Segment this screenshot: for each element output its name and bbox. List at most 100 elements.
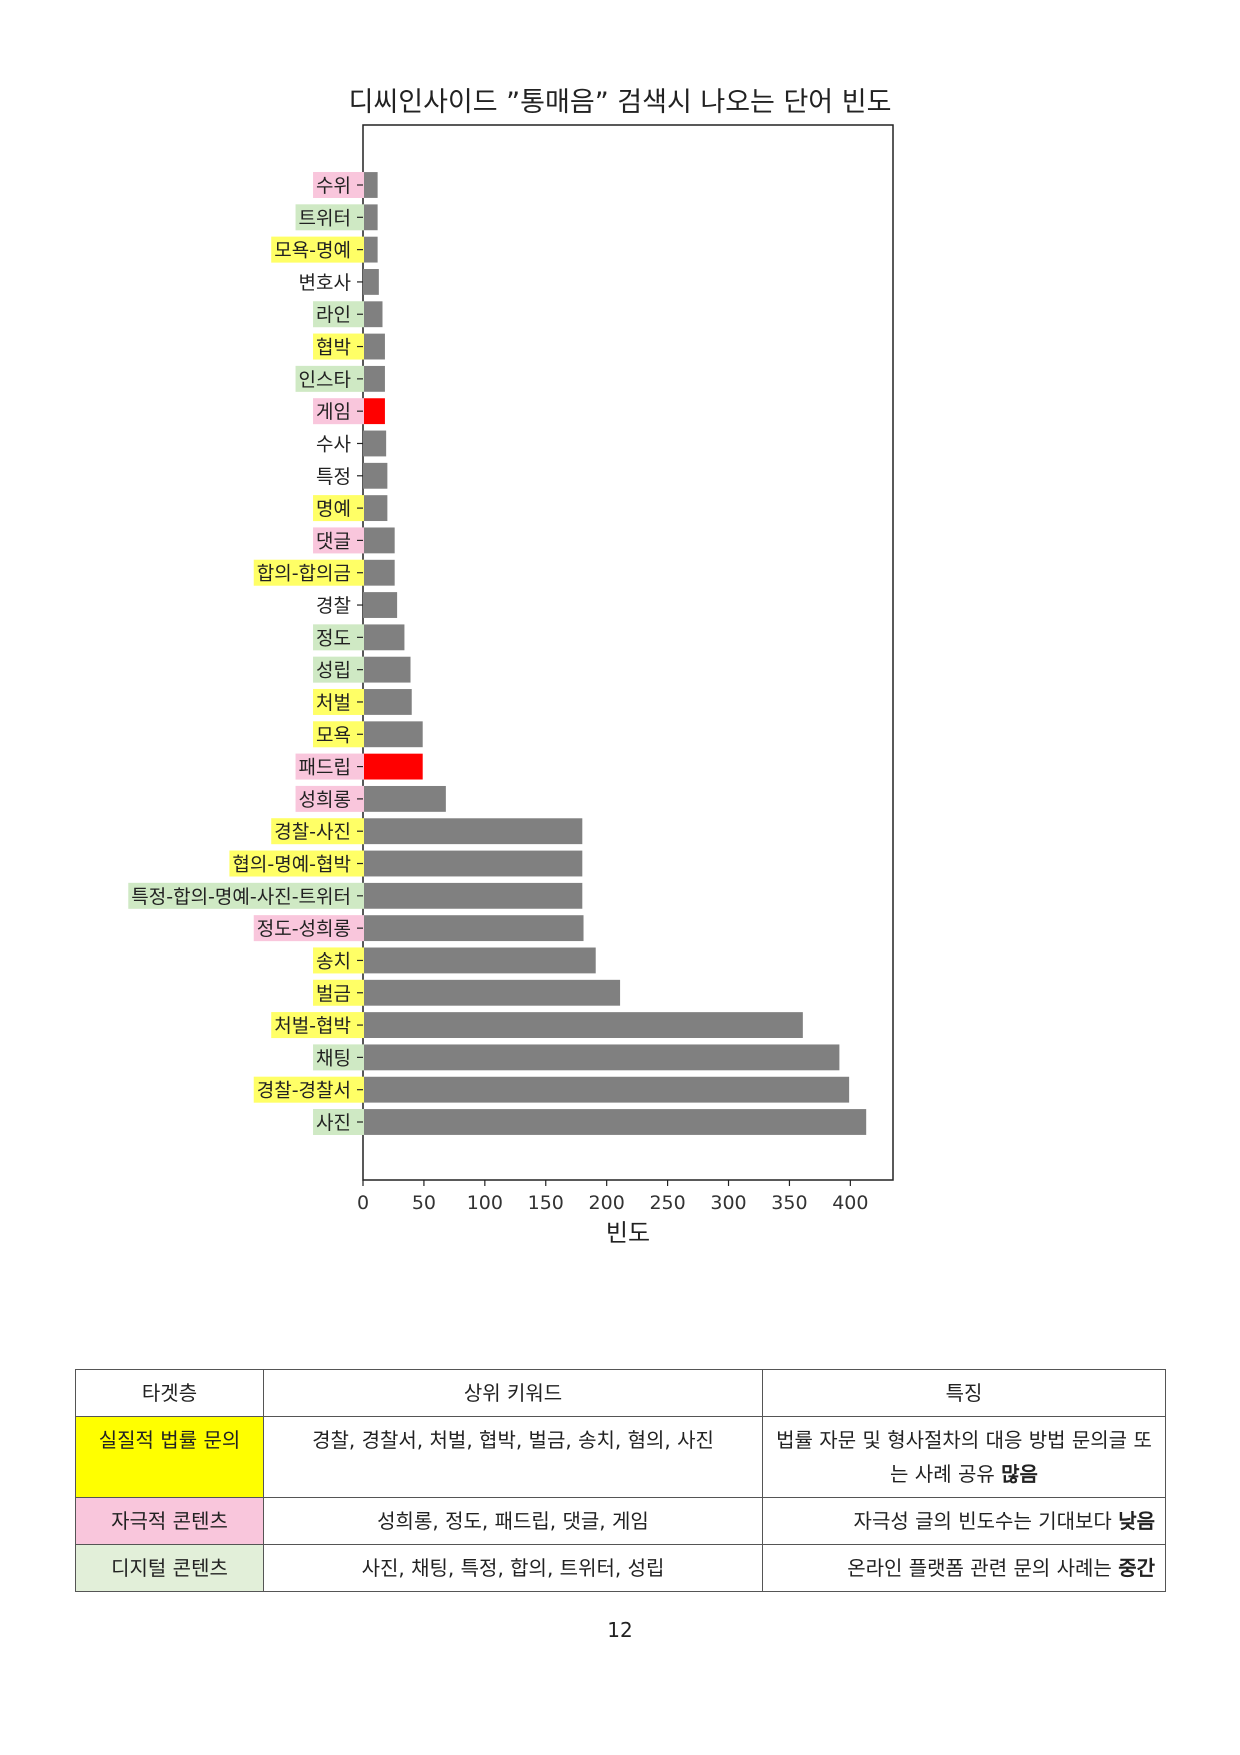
bar — [363, 721, 423, 748]
features-emphasis: 중간 — [1118, 1556, 1155, 1580]
label-highlight — [271, 236, 364, 263]
category-label: 성희롱 — [299, 789, 351, 811]
table-row: 실질적 법률 문의 경찰, 경찰서, 처벌, 협박, 벌금, 송치, 혐의, 사… — [75, 1416, 1166, 1498]
category-label: 정도-성희롱 — [257, 918, 351, 940]
category-label: 사진 — [316, 1112, 351, 1134]
bar — [363, 1109, 867, 1135]
target-cell: 자극적 콘텐츠 — [75, 1497, 264, 1545]
bar — [363, 624, 405, 651]
category-label: 송치 — [316, 950, 351, 972]
label-highlight — [313, 656, 364, 683]
bar — [363, 753, 423, 780]
x-axis-title: 빈도 — [606, 1219, 650, 1247]
category-label: 합의-합의금 — [257, 563, 351, 585]
bar — [363, 785, 446, 812]
label-highlight — [313, 527, 364, 554]
chart-svg: 디씨인사이드 ”통매음” 검색시 나오는 단어 빈도 수위트위터모욕-명예변호사… — [128, 87, 894, 1247]
features-cell: 온라인 플랫폼 관련 문의 사례는 중간 — [762, 1544, 1166, 1592]
category-labels: 수위트위터모욕-명예변호사라인협박인스타게임수사특정명예댓글합의-합의금경찰정도… — [128, 172, 364, 1135]
header-keywords: 상위 키워드 — [263, 1369, 763, 1417]
x-tick-label: 100 — [467, 1192, 503, 1214]
bar — [363, 204, 378, 231]
category-label: 협박 — [316, 337, 351, 359]
category-label: 댓글 — [316, 530, 351, 552]
bar — [363, 656, 411, 683]
x-tick-label: 0 — [357, 1192, 369, 1214]
x-tick-label: 200 — [589, 1192, 625, 1214]
keywords-cell: 경찰, 경찰서, 처벌, 협박, 벌금, 송치, 혐의, 사진 — [263, 1416, 763, 1498]
category-label: 벌금 — [316, 983, 351, 1005]
category-label: 인스타 — [299, 369, 351, 391]
category-label: 모욕 — [316, 724, 351, 746]
plot-frame — [362, 124, 894, 1181]
label-highlight — [313, 688, 364, 715]
table-row: 디지털 콘텐츠 사진, 채팅, 특정, 합의, 트위터, 성립 온라인 플랫폼 … — [75, 1544, 1166, 1592]
bar — [363, 365, 385, 392]
keywords-cell: 사진, 채팅, 특정, 합의, 트위터, 성립 — [263, 1544, 763, 1592]
x-tick-label: 400 — [832, 1192, 868, 1214]
bar — [363, 1044, 840, 1071]
bar — [363, 818, 583, 845]
bar — [363, 462, 388, 489]
bar — [363, 301, 383, 328]
x-tick-label: 300 — [710, 1192, 746, 1214]
bar — [363, 527, 395, 554]
keywords-cell: 성희롱, 정도, 패드립, 댓글, 게임 — [263, 1497, 763, 1545]
summary-table: 타겟층 상위 키워드 특징 실질적 법률 문의 경찰, 경찰서, 처벌, 협박,… — [75, 1369, 1166, 1592]
category-label: 특정 — [316, 466, 351, 488]
features-text: 온라인 플랫폼 관련 문의 사례는 — [847, 1556, 1112, 1580]
category-label: 트위터 — [299, 207, 351, 229]
category-label: 수사 — [316, 433, 351, 455]
label-highlight — [313, 1109, 364, 1135]
header-target: 타겟층 — [75, 1369, 264, 1417]
bar — [363, 592, 398, 618]
bar — [363, 172, 378, 198]
category-label: 수위 — [316, 175, 351, 197]
target-cell: 실질적 법률 문의 — [75, 1416, 264, 1498]
features-text: 자극성 글의 빈도수는 기대보다 — [853, 1509, 1112, 1533]
x-tick-label: 50 — [412, 1192, 436, 1214]
label-highlight — [313, 398, 364, 425]
features-cell: 법률 자문 및 형사절차의 대응 방법 문의글 또는 사례 공유 많음 — [762, 1416, 1166, 1498]
bar — [363, 1076, 850, 1103]
bar — [363, 236, 378, 263]
label-highlight — [313, 947, 364, 974]
category-label: 명예 — [316, 498, 351, 520]
table-row: 자극적 콘텐츠 성희롱, 정도, 패드립, 댓글, 게임 자극성 글의 빈도수는… — [75, 1497, 1166, 1545]
x-tick-label: 150 — [528, 1192, 564, 1214]
label-highlight — [313, 301, 364, 328]
bars-group — [363, 172, 867, 1135]
category-label: 경찰 — [316, 595, 351, 617]
label-highlight — [295, 204, 364, 231]
label-highlight — [229, 850, 364, 877]
bar — [363, 689, 412, 715]
category-label: 모욕-명예 — [274, 240, 351, 262]
label-highlight — [313, 979, 364, 1006]
bar-chart: 디씨인사이드 ”통매음” 검색시 나오는 단어 빈도 수위 트위터 모욕-명예 변호사… — [128, 87, 894, 1247]
bar — [363, 430, 387, 457]
category-label: 패드립 — [299, 757, 351, 779]
bar — [363, 850, 583, 877]
label-highlight — [313, 172, 364, 198]
label-highlight — [313, 624, 364, 651]
label-highlight — [295, 785, 364, 812]
category-label: 채팅 — [316, 1047, 351, 1069]
category-label: 경찰-사진 — [274, 821, 351, 843]
category-label: 게임 — [316, 401, 351, 423]
label-highlight — [253, 1076, 364, 1103]
label-highlight — [295, 753, 364, 780]
table-header-row: 타겟층 상위 키워드 특징 — [75, 1369, 1166, 1417]
x-axis-ticks: 0 50 100 150 200 250 300 350 400 — [357, 1180, 868, 1214]
chart-title: 디씨인사이드 ”통매음” 검색시 나오는 단어 빈도 — [349, 87, 892, 118]
category-label: 처벌 — [316, 692, 351, 714]
bar — [363, 1012, 803, 1038]
category-label: 정도 — [316, 627, 351, 649]
category-label: 경찰-경찰서 — [257, 1080, 351, 1102]
label-highlight — [271, 1012, 364, 1039]
bar — [363, 559, 395, 586]
features-text: 법률 자문 및 형사절차의 대응 방법 문의글 또는 사례 공유 — [776, 1428, 1152, 1486]
bar — [363, 979, 621, 1006]
target-cell: 디지털 콘텐츠 — [75, 1544, 264, 1592]
page-number: 12 — [607, 1618, 633, 1642]
category-label: 협의-명예-협박 — [232, 854, 351, 876]
